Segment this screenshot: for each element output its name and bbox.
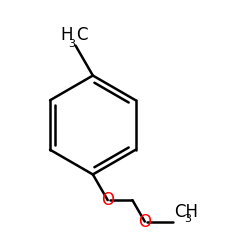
Text: O: O (138, 212, 151, 230)
Text: 3: 3 (68, 38, 75, 48)
Text: 3: 3 (184, 214, 191, 224)
Text: H: H (60, 26, 73, 44)
Text: C: C (76, 26, 88, 44)
Text: CH: CH (174, 203, 199, 221)
Text: O: O (101, 191, 114, 209)
